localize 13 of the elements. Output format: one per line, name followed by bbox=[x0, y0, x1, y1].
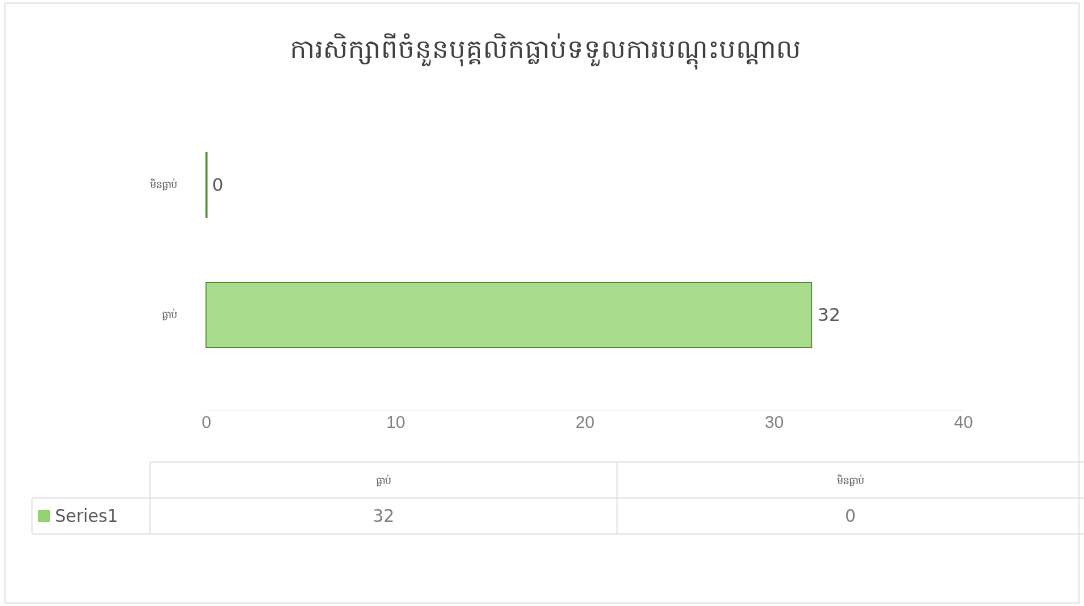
legend-label: Series1 bbox=[55, 505, 119, 526]
x-tick-label: 20 bbox=[575, 413, 595, 433]
text: 0 bbox=[845, 505, 856, 526]
x-tick-label: 40 bbox=[954, 413, 973, 433]
data-label: 0 bbox=[212, 174, 224, 196]
category-label: មិនធ្លាប់ bbox=[837, 474, 864, 486]
x-tick-label: 10 bbox=[386, 413, 406, 433]
data-label: 32 bbox=[817, 304, 841, 326]
x-tick-label: 0 bbox=[201, 413, 212, 433]
category-label: ធ្លាប់ bbox=[376, 474, 391, 486]
chart-title: ការសិក្សាពីចំនួនបុគ្គលិកធ្លាប់ទទួលការបណ្តុះបណ្តាល bbox=[289, 33, 801, 70]
x-tick-label: 30 bbox=[764, 413, 784, 433]
text: 32 bbox=[372, 505, 395, 526]
